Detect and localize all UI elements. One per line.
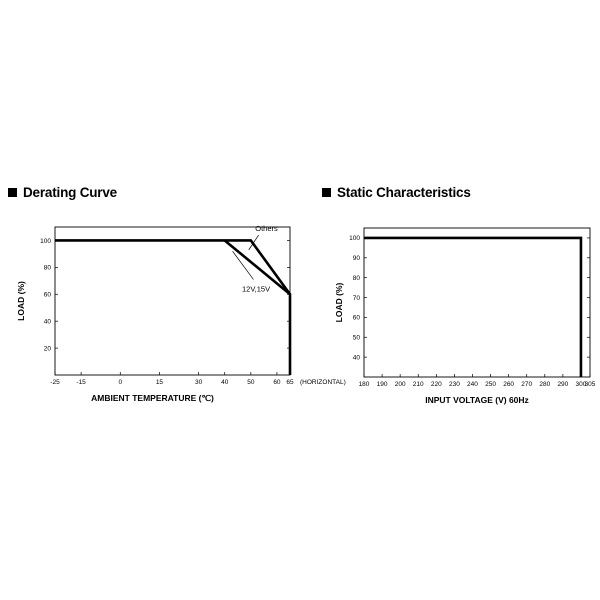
series-line-0 bbox=[55, 239, 292, 375]
y-tick-label: 50 bbox=[353, 335, 361, 342]
x-tick-label: 240 bbox=[467, 381, 478, 388]
static-characteristics-title: Static Characteristics bbox=[322, 184, 471, 200]
y-tick-label: 40 bbox=[353, 354, 361, 361]
y-tick-label: 80 bbox=[353, 275, 361, 282]
x-tick-label: 250 bbox=[485, 381, 496, 388]
x-tick-label: 260 bbox=[503, 381, 514, 388]
derating-curve-chart: 20 40 60 80 100 -25 -15 0 15 30 40 50 60 65 (HORIZONTA… bbox=[16, 224, 346, 403]
x-tick-label: 0 bbox=[118, 379, 122, 386]
annotation-label: Others bbox=[255, 224, 278, 233]
plot-frame bbox=[363, 227, 591, 378]
y-tick-label: 60 bbox=[353, 315, 361, 322]
x-tick-label: 290 bbox=[557, 381, 568, 388]
y-tick-label: 90 bbox=[353, 255, 361, 262]
title-square-icon bbox=[8, 187, 17, 197]
x-tick-label: 60 bbox=[273, 379, 281, 386]
x-tick-label: 15 bbox=[156, 379, 164, 386]
x-tick-label: 305 bbox=[585, 381, 596, 388]
x-tick-label: 30 bbox=[195, 379, 203, 386]
derating-curve-title-text: Derating Curve bbox=[23, 184, 117, 200]
x-tick-label: 40 bbox=[221, 379, 229, 386]
x-tick-label: -15 bbox=[76, 379, 86, 386]
y-tick-label: 100 bbox=[349, 235, 360, 242]
y-tick-label: 80 bbox=[44, 265, 52, 272]
y-tick-label: 100 bbox=[40, 238, 51, 245]
x-tick-label: 210 bbox=[413, 381, 424, 388]
x-tick-label: 220 bbox=[431, 381, 442, 388]
x-tick-label: 190 bbox=[377, 381, 388, 388]
annotation-leader bbox=[232, 251, 254, 280]
y-axis-title: LOAD (%) bbox=[16, 281, 26, 321]
annotation-label: 12V,15V bbox=[242, 285, 270, 294]
x-tick-label: 270 bbox=[521, 381, 532, 388]
derating-curve-panel: Derating Curve 20 40 60 80 100 -25 -15 0 15 30 40 5… bbox=[0, 178, 346, 428]
annotation-leader bbox=[248, 234, 259, 251]
x-tick-label: 280 bbox=[539, 381, 550, 388]
static-characteristics-panel: Static Characteristics 40 50 60 70 80 90 100 18… bbox=[300, 178, 600, 428]
x-tick-label: 230 bbox=[449, 381, 460, 388]
x-tick-label: 300 bbox=[576, 381, 587, 388]
y-tick-label: 70 bbox=[353, 295, 361, 302]
x-tick-label: 180 bbox=[359, 381, 370, 388]
title-square-icon bbox=[322, 187, 331, 197]
series-line-0 bbox=[364, 236, 583, 377]
x-axis-title: AMBIENT TEMPERATURE (℃) bbox=[91, 393, 214, 403]
y-tick-label: 20 bbox=[44, 345, 52, 352]
y-axis-title: LOAD (%) bbox=[334, 283, 344, 323]
y-tick-label: 40 bbox=[44, 318, 52, 325]
series-line-1 bbox=[223, 239, 291, 296]
y-tick-label: 60 bbox=[44, 292, 52, 299]
x-tick-label: 200 bbox=[395, 381, 406, 388]
derating-curve-title: Derating Curve bbox=[8, 184, 117, 200]
x-axis-note: (HORIZONTAL) bbox=[300, 379, 346, 386]
x-tick-label: 50 bbox=[247, 379, 255, 386]
plot-frame bbox=[54, 226, 291, 376]
x-tick-label: 65 bbox=[286, 379, 294, 386]
static-characteristics-title-text: Static Characteristics bbox=[337, 184, 471, 200]
x-tick-label: -25 bbox=[50, 379, 60, 386]
x-axis-title: INPUT VOLTAGE (V) 60Hz bbox=[425, 395, 529, 405]
static-characteristics-chart: 40 50 60 70 80 90 100 180 190 200 210 220 230 240 250 2… bbox=[334, 227, 596, 405]
